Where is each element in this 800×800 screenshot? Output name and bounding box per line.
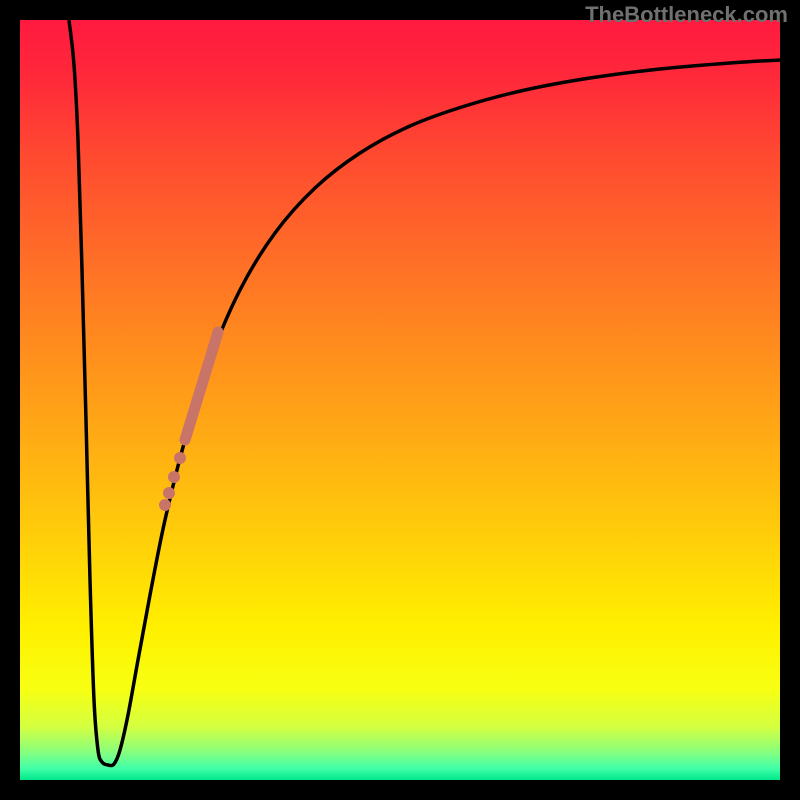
highlight-dot — [168, 471, 180, 483]
highlight-dot — [163, 487, 175, 499]
highlight-dot — [159, 499, 171, 511]
watermark-label: TheBottleneck.com — [585, 2, 788, 28]
chart-svg — [20, 20, 780, 780]
plot-area — [20, 20, 780, 780]
highlight-dot — [174, 452, 186, 464]
gradient-background — [20, 20, 780, 780]
